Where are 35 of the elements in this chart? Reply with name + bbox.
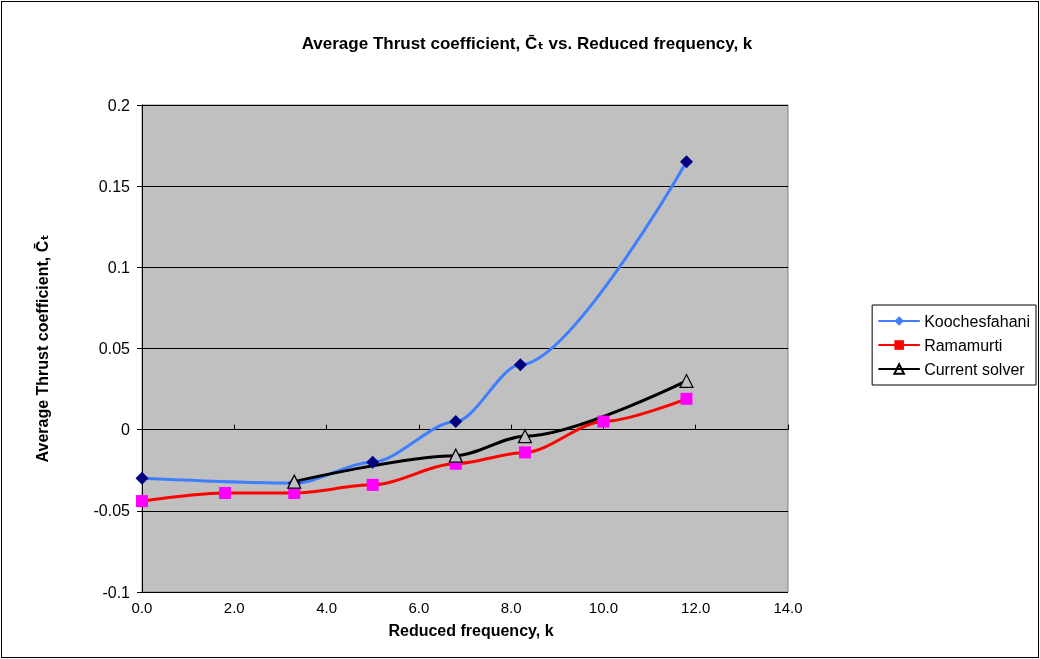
legend-label: Koochesfahani xyxy=(924,312,1030,330)
point xyxy=(366,455,380,469)
legend-label: Current solver xyxy=(924,360,1026,378)
y-tick-label: -0.1 xyxy=(102,583,131,601)
x-tick-label: 12.0 xyxy=(681,599,711,616)
y-tick-label: 0 xyxy=(121,421,131,439)
x-tick-label: 4.0 xyxy=(316,599,337,616)
point xyxy=(679,373,694,389)
x-tick-label: 6.0 xyxy=(408,599,430,616)
x-tick-label: 14.0 xyxy=(773,599,803,616)
x-axis-title: Reduced frequency, k xyxy=(388,621,554,639)
y-axis-title: Average Thrust coefficient, C̄ₜ xyxy=(32,234,51,463)
point xyxy=(136,495,148,508)
point xyxy=(597,415,610,428)
x-tick-label: 2.0 xyxy=(223,599,245,616)
point xyxy=(679,155,693,169)
x-tick-label: 8.0 xyxy=(500,599,522,616)
point xyxy=(517,429,533,444)
chart-title: Average Thrust coefficient, C̄ₜ vs. Reduced frequency, k xyxy=(301,34,753,53)
point xyxy=(513,358,527,372)
x-tick-label: 10.0 xyxy=(588,599,619,616)
point xyxy=(518,446,531,459)
y-tick-label: 0.05 xyxy=(98,340,131,357)
point xyxy=(366,478,379,491)
legend-label: Ramamurti xyxy=(924,336,1003,354)
y-tick-label: 0.1 xyxy=(107,258,131,276)
y-tick-label: 0.2 xyxy=(107,96,131,114)
point xyxy=(449,415,463,429)
y-tick-label: 0.15 xyxy=(98,177,131,195)
point xyxy=(219,486,232,499)
point xyxy=(448,448,463,463)
point xyxy=(135,471,149,485)
y-tick-label: -0.05 xyxy=(93,502,131,520)
x-tick-label: 0.0 xyxy=(131,599,153,616)
point xyxy=(680,392,693,405)
